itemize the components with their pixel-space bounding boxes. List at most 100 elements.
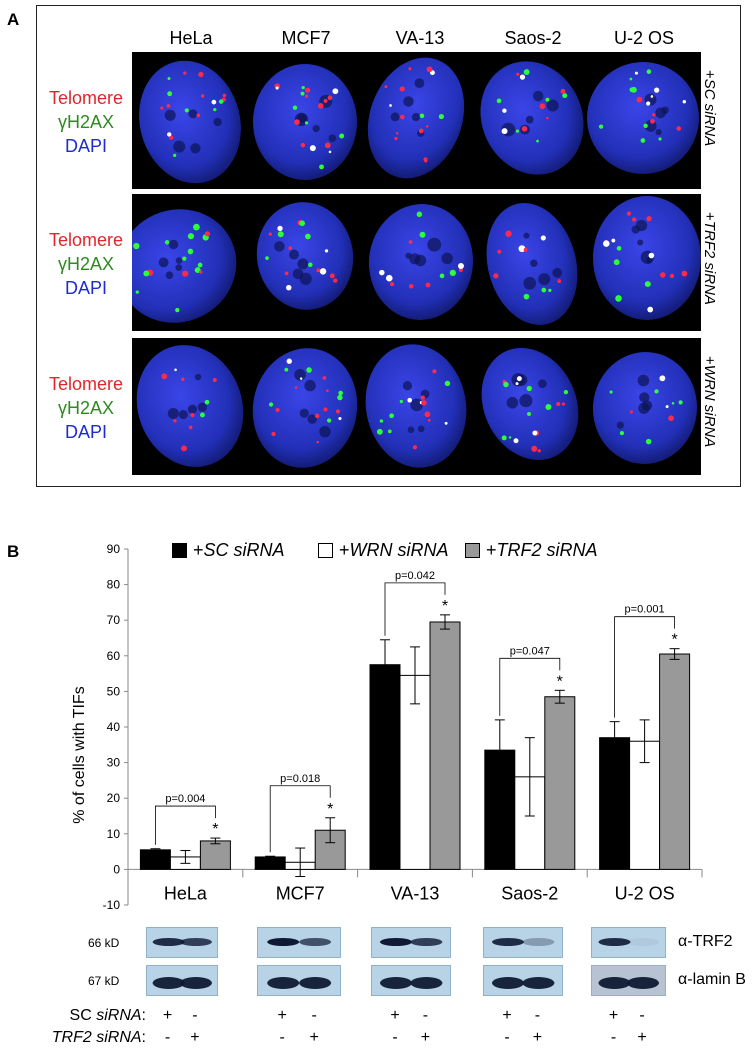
column-label: U-2 OS xyxy=(613,28,674,48)
treatment-sign: + xyxy=(637,1029,647,1046)
sirna-row-label: SC siRNA: xyxy=(70,1007,146,1025)
y-tick-label: 90 xyxy=(107,542,121,556)
treatment-sign: - xyxy=(192,1007,198,1024)
stain-label: Telomere xyxy=(48,374,124,394)
category-label: MCF7 xyxy=(276,883,325,903)
bar xyxy=(484,749,516,870)
legend-prefix: + xyxy=(486,540,497,560)
legend-swatch xyxy=(318,543,333,558)
band xyxy=(627,977,659,989)
molecular-weight-label: 66 kD xyxy=(88,936,120,950)
sirna-row-label: TRF2 siRNA: xyxy=(52,1029,146,1047)
band xyxy=(627,938,659,946)
treatment-sign: + xyxy=(532,1029,543,1046)
significance-bracket: p=0.047 * xyxy=(499,645,563,716)
stain-label: γH2AX xyxy=(57,254,115,274)
treatment-sign: + xyxy=(608,1007,619,1024)
lamin-b-blot xyxy=(146,965,218,996)
nucleus-image xyxy=(474,52,590,189)
y-tick-label: 40 xyxy=(107,720,121,734)
y-axis-label: % of cells with TIFs xyxy=(71,686,88,824)
treatment-sign: + xyxy=(162,1007,173,1024)
stain-label: γH2AX xyxy=(57,398,115,418)
band xyxy=(410,977,443,989)
nucleus-image xyxy=(247,52,363,189)
bar xyxy=(544,696,576,870)
band xyxy=(179,938,212,946)
band xyxy=(267,938,300,946)
significance-star: * xyxy=(327,801,333,818)
trf2-blot xyxy=(371,927,451,958)
sirna-name: TRF2 siRNA xyxy=(51,1029,142,1046)
treatment-sign: - xyxy=(311,1007,317,1024)
p-value-label: p=0.018 xyxy=(280,773,320,785)
nucleus-image xyxy=(585,338,701,475)
band xyxy=(492,977,524,989)
y-tick-label: 50 xyxy=(107,684,121,698)
treatment-sign: + xyxy=(277,1007,287,1024)
column-label: MCF7 xyxy=(281,28,331,48)
bar xyxy=(199,840,231,870)
y-tick-label: 10 xyxy=(107,827,121,841)
stain-label: DAPI xyxy=(64,278,107,298)
bar xyxy=(429,621,461,870)
y-tick-label: 80 xyxy=(107,578,121,592)
p-value-label: p=0.047 xyxy=(510,645,550,657)
band xyxy=(598,977,631,989)
treatment-sign: - xyxy=(534,1007,541,1024)
antibody-label: α-lamin B xyxy=(678,971,746,988)
treatment-sign: - xyxy=(504,1029,510,1046)
band xyxy=(179,977,212,989)
y-tick-label: 60 xyxy=(107,649,121,663)
legend-item: + SC siRNA xyxy=(172,540,285,561)
legend-prefix: + xyxy=(193,540,204,560)
treatment-sign: - xyxy=(422,1007,429,1024)
p-value-label: p=0.042 xyxy=(395,570,435,582)
bar xyxy=(254,856,286,870)
band xyxy=(299,938,332,946)
column-label: VA-13 xyxy=(395,28,445,48)
nucleus-image xyxy=(361,52,477,189)
nucleus-image xyxy=(361,338,477,475)
column-label: Saos-2 xyxy=(504,28,562,48)
nucleus-image xyxy=(585,194,701,331)
lamin-b-blot xyxy=(591,965,666,996)
trf2-blot xyxy=(591,927,666,958)
y-tick-label: 30 xyxy=(107,756,121,770)
treatment-sign: - xyxy=(639,1007,645,1024)
band xyxy=(152,938,185,946)
y-tick-label: 70 xyxy=(107,613,121,627)
treatment-sign: - xyxy=(279,1029,285,1046)
band xyxy=(267,977,300,989)
treatment-sign: + xyxy=(309,1029,319,1046)
nucleus-image xyxy=(247,338,363,475)
treatment-sign: + xyxy=(390,1007,400,1024)
stain-label: Telomere xyxy=(48,230,124,250)
category-label: Saos-2 xyxy=(501,883,558,903)
category-label: U-2 OS xyxy=(615,883,675,903)
treatment-sign: - xyxy=(392,1029,398,1046)
panel-b-letter: B xyxy=(7,542,20,561)
band xyxy=(299,977,332,989)
nucleus-image xyxy=(247,194,363,331)
nucleus-image xyxy=(361,194,477,331)
significance-star: * xyxy=(212,821,218,838)
lamin-b-blot xyxy=(371,965,451,996)
bar xyxy=(139,849,171,870)
treatment-sign: + xyxy=(420,1029,431,1046)
category-label: HeLa xyxy=(164,883,208,903)
bar xyxy=(399,674,431,870)
sirna-suffix: : xyxy=(141,1007,146,1024)
significance-star: * xyxy=(671,632,677,649)
y-tick-label: -10 xyxy=(103,898,121,912)
band xyxy=(522,977,555,989)
treatment-sign: + xyxy=(502,1007,512,1024)
band xyxy=(152,977,185,989)
band xyxy=(410,938,443,946)
panel-a-frame xyxy=(36,5,741,487)
legend-label: WRN siRNA xyxy=(349,540,449,560)
band xyxy=(380,977,412,989)
legend-prefix: + xyxy=(339,540,350,560)
stain-label: DAPI xyxy=(64,136,107,156)
bar xyxy=(659,653,691,870)
